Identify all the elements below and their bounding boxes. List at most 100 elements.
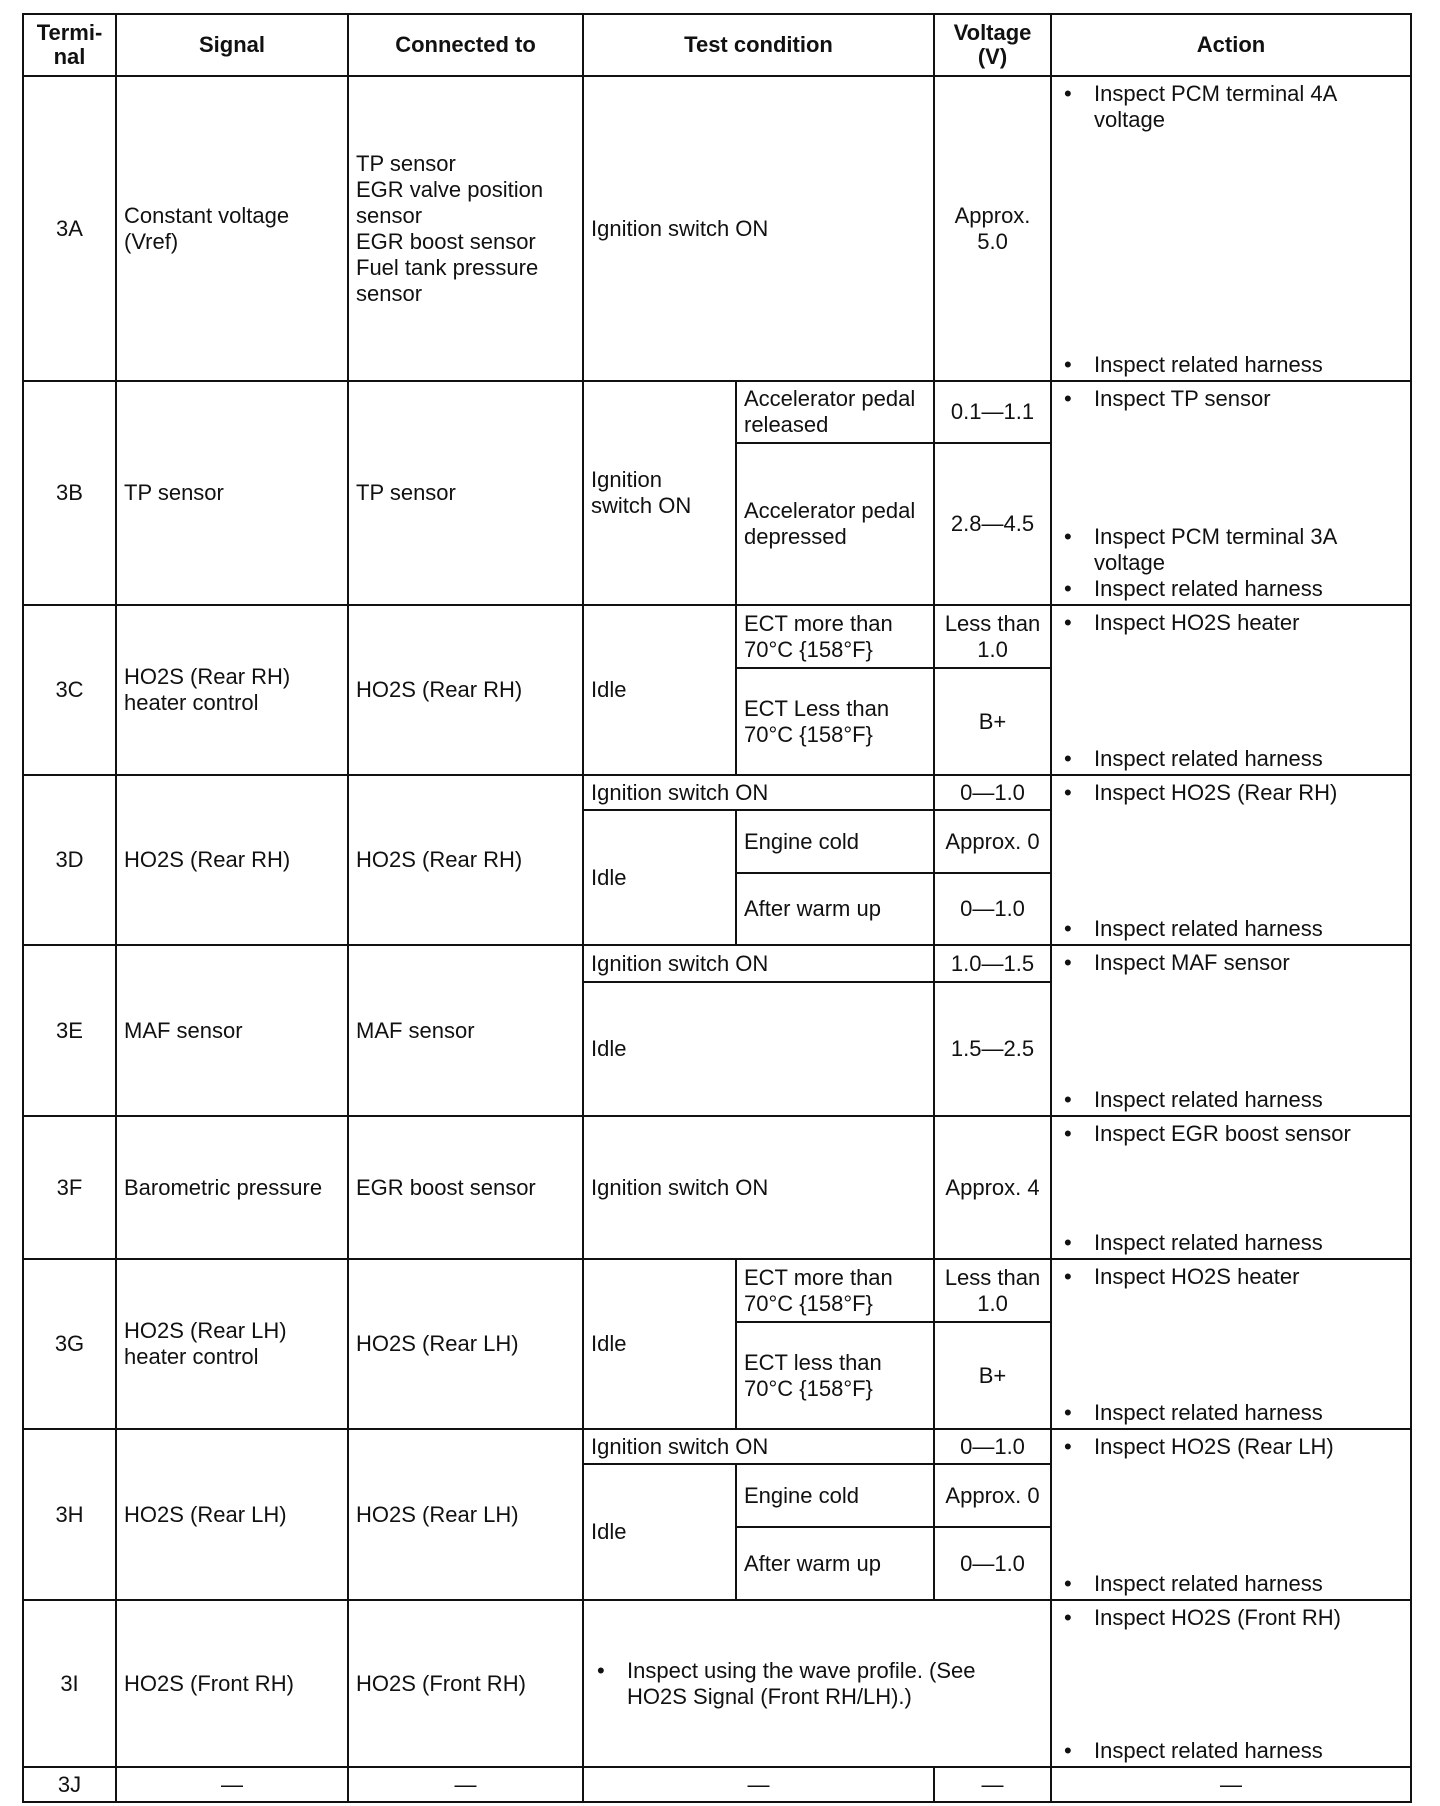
table-subrow: ECT Less than 70°C {158°F} B+ (23, 667, 1411, 776)
table-subrow: Idle Engine cold Approx. 0 (23, 809, 1411, 946)
header-terminal: Termi-nal (22, 13, 117, 77)
test-condition: Idle (582, 604, 737, 776)
action-item: Inspect MAF sensor (1058, 950, 1404, 976)
voltage: Approx. 4 (933, 1115, 1053, 1260)
action-item: Inspect PCM terminal 3A voltage (1058, 524, 1404, 576)
action: Inspect HO2S (Rear RH) Inspect related ha… (1050, 774, 1413, 946)
table-row: 3H HO2S (Rear LH) HO2S (Rear LH) Ignitio… (22, 1428, 1413, 1601)
table-row: 3I HO2S (Front RH) HO2S (Front RH) Inspe… (22, 1599, 1413, 1768)
connected-item: TP sensor (356, 150, 456, 176)
action-item: Inspect HO2S heater (1058, 1264, 1404, 1290)
action-item: Inspect HO2S heater (1058, 610, 1404, 636)
test-condition: Ignition switch ON (581, 774, 936, 811)
action-item: Inspect related harness (1058, 746, 1404, 772)
action-item: Inspect related harness (1058, 1400, 1404, 1426)
action-item: Inspect related harness (1058, 352, 1404, 378)
action-item: Inspect related harness (1058, 1230, 1404, 1256)
sub-condition: Accelerator pedal released (734, 380, 936, 444)
connected: HO2S (Rear RH) (347, 604, 584, 776)
action-item: Inspect EGR boost sensor (1058, 1121, 1404, 1147)
action: Inspect HO2S heater Inspect related harne… (1050, 1258, 1413, 1430)
terminal: 3I (22, 1599, 117, 1768)
signal: HO2S (Rear LH) heater control (115, 1258, 349, 1430)
table-subrow: Accelerator pedal depressed 2.8—4.5 (23, 442, 1411, 606)
table-subrow: Idle Engine cold Approx. 0 (23, 1463, 1411, 1601)
voltage: 0—1.0 (933, 872, 1053, 946)
sub-condition: After warm up (734, 872, 936, 946)
signal: MAF sensor (115, 944, 349, 1117)
table-subrow: After warm up 0—1.0 (23, 872, 1411, 946)
header-voltage: Voltage (V) (933, 13, 1053, 77)
test-condition: — (581, 1766, 936, 1803)
voltage: — (933, 1766, 1053, 1803)
terminal: 3C (22, 604, 117, 776)
terminal: 3E (22, 944, 117, 1117)
table-subrow: ECT less than 70°C {158°F} B+ (23, 1321, 1411, 1430)
action: Inspect MAF sensor Inspect related harnes… (1050, 944, 1413, 1117)
test-condition: Idle (582, 809, 737, 946)
voltage: Less than 1.0 (933, 604, 1053, 669)
terminal: 3J (22, 1766, 117, 1803)
signal: Barometric pressure (115, 1115, 349, 1260)
action: Inspect EGR boost sensor Inspect related … (1050, 1115, 1413, 1260)
table-row: 3F Barometric pressure EGR boost sensor … (22, 1115, 1413, 1260)
table-row: 3B TP sensor TP sensor Ignition switch O… (22, 380, 1413, 606)
sub-condition: ECT more than 70°C {158°F} (734, 604, 936, 669)
action-item: Inspect HO2S (Front RH) (1058, 1605, 1404, 1631)
action: Inspect HO2S heater Inspect related harne… (1050, 604, 1413, 776)
test-condition: Inspect using the wave profile. (See HO2… (581, 1599, 1053, 1768)
voltage: Approx. 0 (933, 1463, 1053, 1528)
action: — (1050, 1766, 1413, 1803)
connected: MAF sensor (347, 944, 584, 1117)
connected: HO2S (Rear LH) (347, 1428, 584, 1601)
signal: HO2S (Front RH) (115, 1599, 349, 1768)
test-condition: Ignition switch ON (582, 380, 737, 606)
connected: TP sensor EGR valve position sensor EGR bo… (347, 75, 584, 382)
header-connected: Connected to (347, 13, 584, 77)
header-signal: Signal (115, 13, 349, 77)
action-item: Inspect HO2S (Rear LH) (1058, 1434, 1404, 1460)
connected: HO2S (Rear RH) (347, 774, 584, 946)
sub-condition: Accelerator pedal depressed (734, 442, 936, 606)
signal: HO2S (Rear RH) heater control (115, 604, 349, 776)
table-row: 3C HO2S (Rear RH) heater control HO2S (R… (22, 604, 1413, 776)
table-row: 3D HO2S (Rear RH) HO2S (Rear RH) Ignitio… (22, 774, 1413, 946)
sub-condition: After warm up (734, 1526, 936, 1601)
voltage: 0—1.0 (933, 1526, 1053, 1601)
test-condition: Idle (581, 981, 936, 1117)
action: Inspect TP sensor Inspect PCM terminal 3A… (1050, 380, 1413, 606)
test-condition: Ignition switch ON (581, 1115, 936, 1260)
voltage: Approx. 5.0 (933, 75, 1053, 382)
connected-item: Fuel tank pressure sensor (356, 254, 539, 306)
voltage: B+ (933, 1321, 1053, 1430)
sub-condition: Engine cold (734, 809, 936, 874)
action: Inspect HO2S (Front RH) Inspect related h… (1050, 1599, 1413, 1768)
terminal: 3B (22, 380, 117, 606)
connected: HO2S (Rear LH) (347, 1258, 584, 1430)
voltage: Approx. 0 (933, 809, 1053, 874)
action-item: Inspect TP sensor (1058, 386, 1404, 412)
test-condition: Ignition switch ON (581, 75, 936, 382)
action-item: Inspect related harness (1058, 916, 1404, 942)
test-condition: Ignition switch ON (581, 1428, 936, 1465)
header-row: Termi-nal Signal Connected to Test condi… (22, 13, 1413, 77)
header-test: Test condition (581, 13, 936, 77)
terminal: 3H (22, 1428, 117, 1601)
connected: TP sensor (347, 380, 584, 606)
table-subrow: Idle 1.5—2.5 (23, 981, 1411, 1117)
sub-condition: ECT Less than 70°C {158°F} (734, 667, 936, 776)
header-action: Action (1050, 13, 1413, 77)
action-item: Inspect related harness (1058, 1571, 1404, 1597)
action-item: Inspect PCM terminal 4A voltage (1058, 81, 1404, 133)
action-item: Inspect related harness (1058, 576, 1404, 602)
signal: HO2S (Rear RH) (115, 774, 349, 946)
terminal: 3G (22, 1258, 117, 1430)
signal: Constant voltage (Vref) (115, 75, 349, 382)
test-condition: Idle (582, 1463, 737, 1601)
connected-item: EGR valve position sensor (356, 176, 544, 228)
action: Inspect PCM terminal 4A voltage Inspect r… (1050, 75, 1413, 382)
action-item: Inspect related harness (1058, 1087, 1404, 1113)
table-row: 3J — — — — — (22, 1766, 1413, 1803)
action-item: Inspect HO2S (Rear RH) (1058, 780, 1404, 806)
voltage: 0.1—1.1 (933, 380, 1053, 444)
